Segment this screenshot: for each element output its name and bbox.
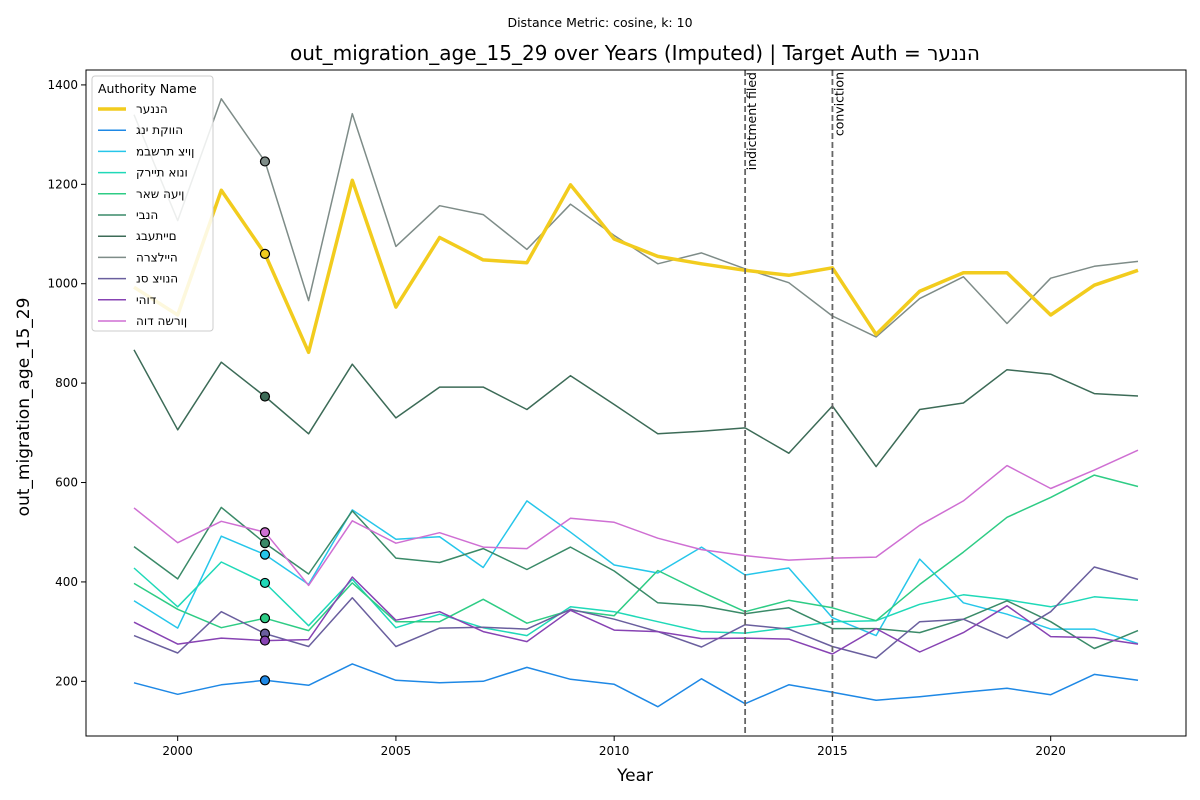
y-axis-label: out_migration_age_15_29 bbox=[14, 298, 34, 517]
y-tick-label: 1000 bbox=[47, 277, 78, 291]
series-marker-0 bbox=[259, 248, 271, 259]
series-marker-1 bbox=[259, 675, 271, 686]
series-line-0 bbox=[133, 178, 1139, 355]
chart-title: out_migration_age_15_29 over Years (Impu… bbox=[290, 41, 980, 65]
legend-label-9: דוהי bbox=[136, 293, 157, 307]
series-line-4 bbox=[133, 474, 1139, 632]
series-line-7 bbox=[133, 98, 1139, 338]
axis-ticks: 2000 2005 2010 2015 2020 200 400 600 800 1000 1200… bbox=[47, 78, 1066, 758]
series-line-8 bbox=[133, 566, 1139, 659]
x-tick-label: 2020 bbox=[1035, 744, 1066, 758]
event-label-1: conviction bbox=[831, 72, 846, 136]
series-line-5 bbox=[133, 506, 1139, 650]
series-marker-4 bbox=[259, 613, 271, 624]
legend-label-1: הווקת ינג bbox=[136, 123, 183, 137]
y-tick-label: 1400 bbox=[47, 78, 78, 92]
x-axis-label: Year bbox=[616, 766, 653, 786]
series-line-2 bbox=[133, 500, 1139, 645]
plot-area: indictment filed conviction bbox=[133, 70, 1139, 736]
series-marker-2 bbox=[259, 549, 271, 560]
event-label-0: indictment filed bbox=[744, 72, 759, 170]
y-tick-label: 600 bbox=[55, 476, 78, 490]
legend-label-3: ונוא תיירק bbox=[136, 166, 188, 180]
legend-label-5: הנבי bbox=[136, 208, 158, 222]
legend-label-7: היילצרה bbox=[136, 250, 178, 264]
x-tick-label: 2015 bbox=[817, 744, 848, 758]
y-tick-label: 400 bbox=[55, 575, 78, 589]
series-line-10 bbox=[133, 449, 1139, 587]
x-tick-label: 2010 bbox=[599, 744, 630, 758]
series-line-9 bbox=[133, 576, 1139, 655]
legend-title: Authority Name bbox=[98, 81, 197, 96]
plot-frame bbox=[85, 69, 1187, 737]
legend-label-0: הננער bbox=[136, 102, 168, 116]
legend-label-10: ןורשה דוה bbox=[136, 314, 187, 328]
chart-suptitle: Distance Metric: cosine, k: 10 bbox=[507, 15, 692, 30]
x-tick-label: 2005 bbox=[381, 744, 412, 758]
series-marker-9 bbox=[259, 635, 271, 646]
legend-label-8: הנויצ סנ bbox=[136, 272, 178, 286]
legend-box bbox=[91, 75, 214, 332]
series-marker-10 bbox=[259, 527, 271, 538]
legend-label-6: םייתעבג bbox=[136, 229, 177, 243]
legend-label-4: ןיעה שאר bbox=[136, 187, 184, 201]
legend-label-2: ןויצ תרשבמ bbox=[136, 144, 194, 158]
series-marker-7 bbox=[259, 156, 271, 167]
legend: Authority Name הננער הווקת ינג ןויצ תרשבמ ונ… bbox=[91, 75, 214, 332]
series-line-3 bbox=[133, 561, 1139, 637]
y-tick-label: 1200 bbox=[47, 177, 78, 191]
y-tick-label: 800 bbox=[55, 376, 78, 390]
series-line-6 bbox=[133, 349, 1139, 468]
x-tick-label: 2000 bbox=[162, 744, 193, 758]
series-marker-3 bbox=[259, 577, 271, 589]
series-line-1 bbox=[133, 663, 1139, 708]
series-marker-6 bbox=[259, 391, 271, 402]
series-marker-5 bbox=[259, 538, 271, 549]
y-tick-label: 200 bbox=[55, 674, 78, 688]
